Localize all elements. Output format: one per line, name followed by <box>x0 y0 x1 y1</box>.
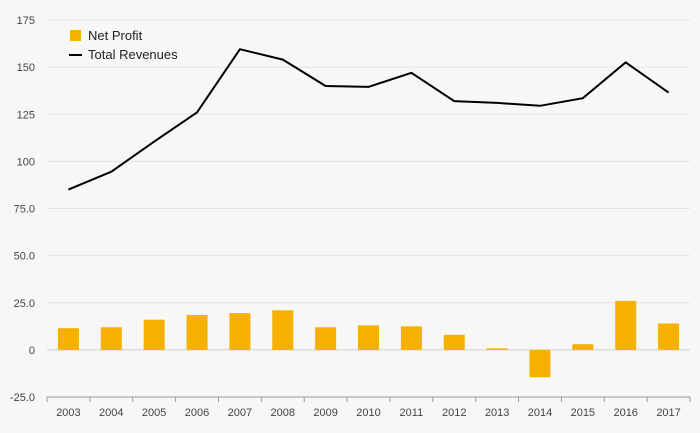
legend: Net Profit Total Revenues <box>69 28 178 62</box>
x-tick-label: 2017 <box>656 407 680 419</box>
y-tick-label: 75.0 <box>14 204 35 216</box>
x-tick-label: 2009 <box>313 407 337 419</box>
y-tick-label: 100 <box>17 156 35 168</box>
bar-net-profit <box>658 323 680 350</box>
x-tick-label: 2006 <box>185 407 209 419</box>
x-tick-label: 2007 <box>228 407 252 419</box>
legend-label-net-profit: Net Profit <box>88 28 143 43</box>
total-revenues-line <box>68 48 670 191</box>
y-axis-ticks: -25.0 0 25.0 50.0 75.0 100 125 150 175 <box>10 15 35 404</box>
y-tick-label: 0 <box>29 345 35 357</box>
x-tick-label: 2016 <box>613 407 637 419</box>
bar-net-profit <box>572 344 594 350</box>
x-tick-label: 2010 <box>356 407 380 419</box>
bar-net-profit <box>57 328 79 350</box>
net-profit-bars <box>57 300 680 378</box>
legend-label-total-revenues: Total Revenues <box>88 47 178 62</box>
x-tick-label: 2015 <box>571 407 595 419</box>
bar-net-profit <box>615 300 637 350</box>
bar-net-profit <box>272 310 294 350</box>
bar-net-profit <box>529 349 551 378</box>
y-tick-label: 150 <box>17 62 35 74</box>
x-axis: 2003 2004 2005 2006 2007 2008 2009 2010 2011 2012… <box>46 396 691 419</box>
y-tick-label: 25.0 <box>14 298 35 310</box>
bar-net-profit <box>143 319 165 350</box>
bar-net-profit <box>186 315 208 350</box>
x-tick-label: 2004 <box>99 407 123 419</box>
bar-net-profit <box>400 326 422 350</box>
y-tick-label: 125 <box>17 109 35 121</box>
bar-net-profit <box>229 313 251 350</box>
bar-net-profit <box>443 334 465 350</box>
total-revenues-line-group <box>68 48 670 191</box>
x-tick-label: 2013 <box>485 407 509 419</box>
bar-net-profit <box>100 327 122 350</box>
y-tick-label: -25.0 <box>10 392 35 404</box>
x-tick-label: 2005 <box>142 407 166 419</box>
x-tick-label: 2012 <box>442 407 466 419</box>
x-tick-label: 2008 <box>271 407 295 419</box>
bar-net-profit <box>486 348 508 350</box>
legend-swatch-net-profit <box>70 30 81 41</box>
x-tick-label: 2011 <box>400 407 424 419</box>
y-tick-label: 50.0 <box>14 251 35 263</box>
bar-net-profit <box>315 327 337 350</box>
x-tick-label: 2003 <box>56 407 80 419</box>
bar-net-profit <box>358 325 379 350</box>
y-tick-label: 175 <box>17 15 35 27</box>
x-tick-label: 2014 <box>528 407 552 419</box>
